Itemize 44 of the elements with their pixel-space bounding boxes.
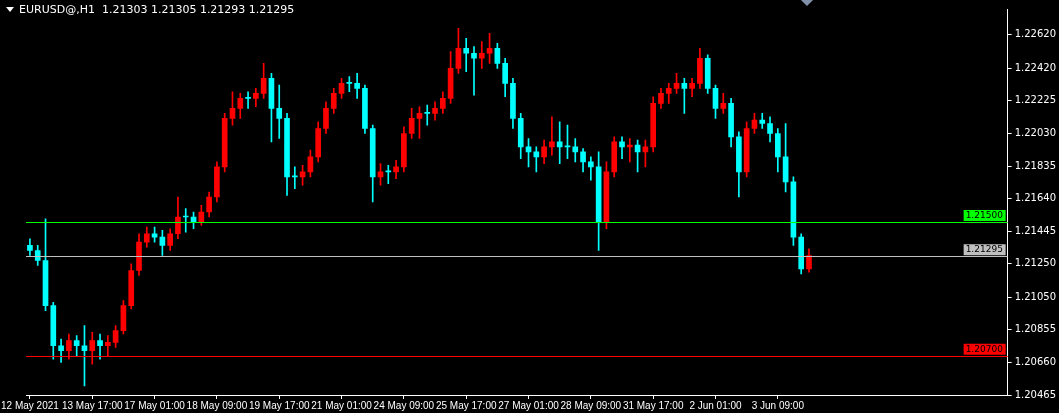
candlestick	[424, 104, 431, 126]
y-tick-label: 1.22225	[1014, 94, 1057, 106]
y-tick-label: 1.22030	[1014, 127, 1057, 139]
chart-title: EURUSD@,H1 1.21303 1.21305 1.21293 1.21295	[19, 3, 295, 16]
x-tick-label: 19 May 17:00	[248, 399, 310, 411]
x-tick-label: 18 May 09:00	[186, 399, 248, 411]
x-tick-label: 13 May 17:00	[61, 399, 123, 411]
x-tick-label: 17 May 01:00	[124, 399, 186, 411]
candlestick	[556, 121, 563, 164]
ref-line-label: 1.20700	[965, 343, 1004, 354]
y-tick-label: 1.21050	[1014, 290, 1057, 302]
candlestick	[588, 156, 594, 181]
candlestick	[245, 91, 251, 109]
y-tick-label: 1.20855	[1014, 323, 1057, 335]
x-tick-label: 27 May 01:00	[498, 399, 560, 411]
y-tick-label: 1.20465	[1014, 388, 1057, 400]
candlestick	[759, 113, 766, 129]
candlestick	[572, 138, 579, 163]
candlestick	[549, 116, 555, 156]
x-tick-label: 25 May 17:00	[435, 399, 497, 411]
x-tick-label: 24 May 09:00	[373, 399, 435, 411]
candlestick	[354, 73, 360, 99]
y-tick-label: 1.22620	[1014, 28, 1057, 40]
y-tick-label: 1.22420	[1014, 61, 1057, 73]
candlestick	[471, 46, 477, 96]
candlestick	[478, 41, 485, 69]
y-tick-label: 1.21835	[1014, 159, 1057, 171]
candlestick	[619, 136, 625, 159]
x-tick-label: 28 May 09:00	[560, 399, 622, 411]
x-tick-label: 31 May 17:00	[622, 399, 684, 411]
y-tick-label: 1.21445	[1014, 224, 1057, 236]
candlestick	[626, 138, 633, 163]
candlestick	[463, 37, 470, 72]
y-tick-label: 1.21640	[1014, 192, 1057, 204]
candlestick	[276, 84, 283, 139]
x-tick-label: 21 May 01:00	[311, 399, 373, 411]
x-tick-label: 12 May 2021	[1, 399, 60, 411]
candlestick	[533, 146, 540, 173]
y-tick-label: 1.20660	[1014, 356, 1057, 368]
ref-line-label: 1.21295	[965, 244, 1003, 255]
x-tick-label: 2 Jun 01:00	[689, 399, 743, 411]
ref-line-label: 1.21500	[965, 209, 1004, 220]
x-tick-label: 3 Jun 09:00	[751, 399, 805, 411]
y-tick-label: 1.21250	[1014, 257, 1057, 269]
